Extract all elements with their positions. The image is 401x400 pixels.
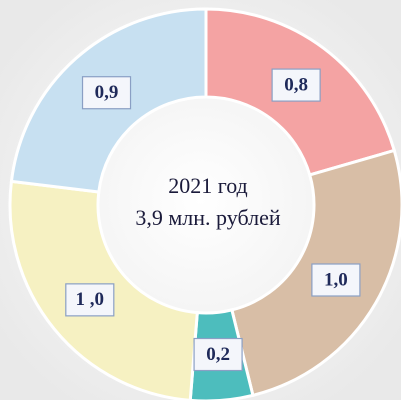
label-box [193, 337, 243, 372]
value-label: 1,0 [324, 269, 348, 290]
value-label: 0,8 [284, 74, 308, 95]
center-title: 2021 год [168, 173, 248, 198]
value-label: 0,9 [95, 82, 119, 103]
value-label: 1 ,0 [76, 289, 105, 310]
label-box [81, 76, 132, 110]
label-box [311, 263, 361, 297]
labels: 0,8 1,0 0,2 1 ,0 0,9 [65, 68, 361, 372]
label-box [271, 68, 321, 102]
label-box [65, 283, 115, 317]
center-subtitle: 3,9 млн. рублей [135, 205, 280, 230]
value-label: 0,2 [206, 344, 230, 365]
